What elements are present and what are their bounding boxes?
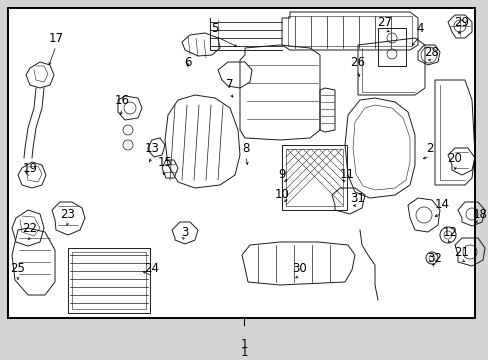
Text: 24: 24 — [144, 261, 159, 274]
Text: 32: 32 — [427, 252, 442, 265]
Text: 31: 31 — [350, 192, 365, 204]
Text: 5: 5 — [211, 22, 218, 35]
Text: 17: 17 — [48, 31, 63, 45]
Text: 7: 7 — [226, 78, 233, 91]
Text: 12: 12 — [442, 225, 457, 238]
Text: 29: 29 — [453, 15, 468, 28]
Text: 14: 14 — [434, 198, 448, 211]
Bar — [282, 145, 346, 210]
Bar — [285, 149, 342, 206]
Text: 13: 13 — [144, 141, 159, 154]
Bar — [8, 8, 474, 318]
Text: 4: 4 — [415, 22, 423, 35]
Text: 18: 18 — [471, 208, 487, 221]
Text: 25: 25 — [11, 261, 25, 274]
Text: 9: 9 — [278, 168, 285, 181]
Text: 1: 1 — [240, 346, 247, 359]
Text: 23: 23 — [61, 208, 75, 221]
Text: 30: 30 — [292, 261, 307, 274]
Text: 21: 21 — [453, 246, 468, 258]
Text: 2: 2 — [426, 141, 433, 154]
Text: 19: 19 — [22, 162, 38, 175]
Bar — [377, 28, 405, 66]
Bar — [287, 16, 411, 46]
Text: 10: 10 — [274, 189, 289, 202]
Text: 22: 22 — [22, 221, 38, 234]
Text: 6: 6 — [184, 55, 191, 68]
Bar — [68, 248, 150, 313]
Text: 20: 20 — [447, 152, 462, 165]
Text: 1: 1 — [240, 338, 247, 351]
Text: 26: 26 — [350, 55, 365, 68]
Bar — [72, 252, 146, 309]
Text: 27: 27 — [377, 15, 392, 28]
Text: 15: 15 — [157, 156, 172, 168]
Bar — [8, 8, 474, 318]
Text: 8: 8 — [242, 141, 249, 154]
Text: 11: 11 — [339, 168, 354, 181]
Text: 28: 28 — [424, 45, 439, 58]
Text: 16: 16 — [114, 94, 129, 107]
Text: 3: 3 — [181, 225, 188, 238]
